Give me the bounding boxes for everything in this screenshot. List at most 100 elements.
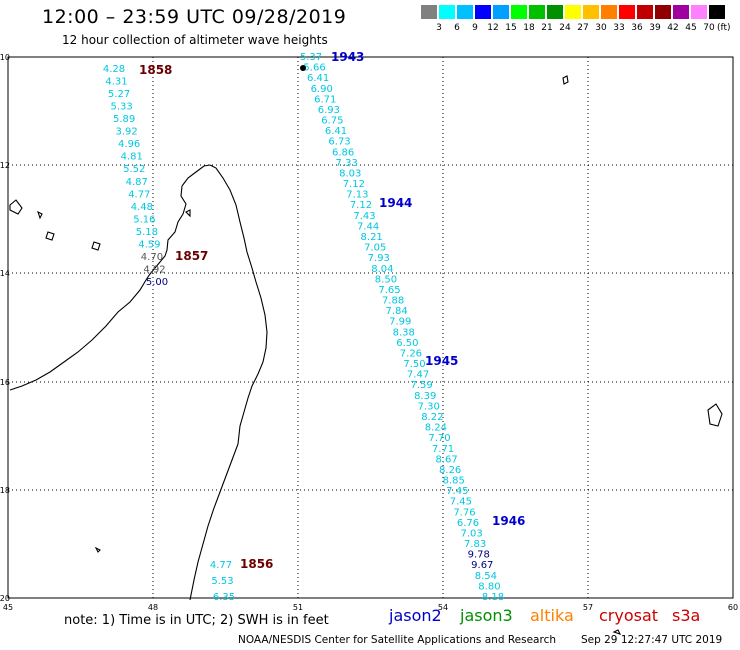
legend-label: 39 [649, 23, 661, 33]
wave-height-value: 6.76 [457, 518, 479, 529]
wave-height-value: 8.24 [425, 423, 447, 434]
wave-height-value: 6.41 [307, 73, 329, 84]
map-grid [7, 56, 734, 599]
wave-height-value: 4.96 [118, 139, 140, 150]
wave-height-value: 6.93 [318, 105, 340, 116]
wave-height-value: 7.70 [428, 433, 450, 444]
legend-label: 45 [685, 23, 697, 33]
legend-label: 12 [487, 23, 499, 33]
wave-height-value: 7.13 [346, 190, 368, 201]
wave-height-value: 5.89 [113, 114, 135, 125]
wave-height-value: 7.93 [368, 253, 390, 264]
legend-swatch [583, 5, 599, 19]
legend-label: 21 [541, 23, 553, 33]
comoros-island-1 [9, 199, 23, 215]
legend-label: 24 [559, 23, 571, 33]
wave-height-value: 4.70 [141, 252, 163, 263]
wave-height-value: 8.80 [478, 581, 500, 592]
legend-swatch [565, 5, 581, 19]
wave-height-value: 7.33 [336, 158, 358, 169]
legend-label: 70 [703, 23, 715, 33]
legend-swatch [475, 5, 491, 19]
wave-height-value: 7.83 [464, 539, 486, 550]
wave-height-value: 7.12 [350, 200, 372, 211]
legend-swatch [439, 5, 455, 19]
mayotte-island [91, 241, 101, 251]
pass-time-label: 1858 [139, 63, 172, 77]
tromelin-island [612, 629, 622, 635]
wave-height-value: 7.45 [450, 497, 472, 508]
pass-time-label: 1857 [175, 249, 208, 263]
wave-height-value: 9.67 [471, 560, 493, 571]
lon-label: 60 [728, 603, 738, 612]
wave-height-value: 4.87 [126, 177, 148, 188]
wave-height-value: 5.00 [146, 277, 168, 288]
pass-time-label: 1945 [425, 354, 458, 368]
legend-label: 30 [595, 23, 607, 33]
pass-time-label: 1943 [331, 50, 364, 64]
wave-height-value: 4.77 [128, 189, 150, 200]
legend-label: 3 [436, 23, 442, 33]
wave-height-value: 5.27 [108, 89, 130, 100]
wave-height-value: 7.84 [386, 306, 408, 317]
wave-height-value: 8.21 [361, 232, 383, 243]
wave-height-value: 7.26 [400, 348, 422, 359]
legend-label: 9 [472, 23, 478, 33]
pass-time-label: 1944 [379, 196, 412, 210]
lon-label: 54 [438, 603, 448, 612]
wave-height-value: 8.38 [393, 327, 415, 338]
wave-height-value: 6.41 [325, 126, 347, 137]
wave-height-value: 5.16 [133, 214, 155, 225]
legend-swatch [601, 5, 617, 19]
legend-label: 6 [454, 23, 460, 33]
satellite-tracks: 4.28 4.315.27 5.335.89 3.924.96 4.815.52 4.87… [103, 50, 526, 603]
legend-swatch [511, 5, 527, 19]
wave-height-value: 8.67 [435, 454, 457, 465]
legend-label: 36 [631, 23, 643, 33]
wave-height-value: 6.86 [332, 147, 354, 158]
wave-height-value: 8.18 [482, 592, 504, 603]
lat-label: -20 [0, 594, 10, 603]
wave-height-value: 4.31 [105, 77, 127, 88]
wave-height-value: 8.22 [421, 412, 443, 423]
wave-height-value: 7.44 [357, 221, 379, 232]
agalega-island [562, 75, 569, 85]
satellite-legend-cryosat: cryosat [599, 606, 659, 625]
wave-height-value: 7.88 [382, 296, 404, 307]
legend-swatch [493, 5, 509, 19]
lat-label: -12 [0, 161, 10, 170]
legend-label: 27 [577, 23, 589, 33]
legend-label: 33 [613, 23, 625, 33]
legend-label: 15 [505, 23, 517, 33]
lon-label: 45 [3, 603, 13, 612]
legend-swatch [691, 5, 707, 19]
wave-height-value: 5.33 [110, 102, 132, 113]
juan-de-nova-island [94, 546, 101, 553]
wave-height-value: 8.85 [443, 476, 465, 487]
wave-height-value: 6.75 [321, 116, 343, 127]
wave-height-value: 6.71 [314, 94, 336, 105]
wave-height-value: 8.03 [339, 168, 361, 179]
comoros-island-2 [37, 210, 43, 220]
legend-swatch [655, 5, 671, 19]
lon-label: 57 [583, 603, 593, 612]
legend-swatch [421, 5, 437, 19]
madagascar-west-coast [9, 164, 211, 391]
legend-label: 42 [667, 23, 679, 33]
wave-height-value: 7.59 [410, 380, 432, 391]
legend-unit: (ft) [717, 23, 731, 33]
wave-height-value: 8.50 [375, 274, 397, 285]
map-frame [7, 56, 734, 599]
pass-time-label: 1946 [492, 514, 525, 528]
footer-credit: NOAA/NESDIS Center for Satellite Applica… [238, 634, 556, 646]
nosy-be-island [185, 209, 191, 218]
footer-note: note: 1) Time is in UTC; 2) SWH is in fe… [64, 613, 329, 628]
wave-height-value: 5.18 [136, 227, 158, 238]
satellite-legend-altika: altika [530, 606, 574, 625]
lat-label: -18 [0, 486, 10, 495]
lon-label: 51 [293, 603, 303, 612]
legend-swatch [619, 5, 635, 19]
wave-height-value: 8.39 [414, 391, 436, 402]
